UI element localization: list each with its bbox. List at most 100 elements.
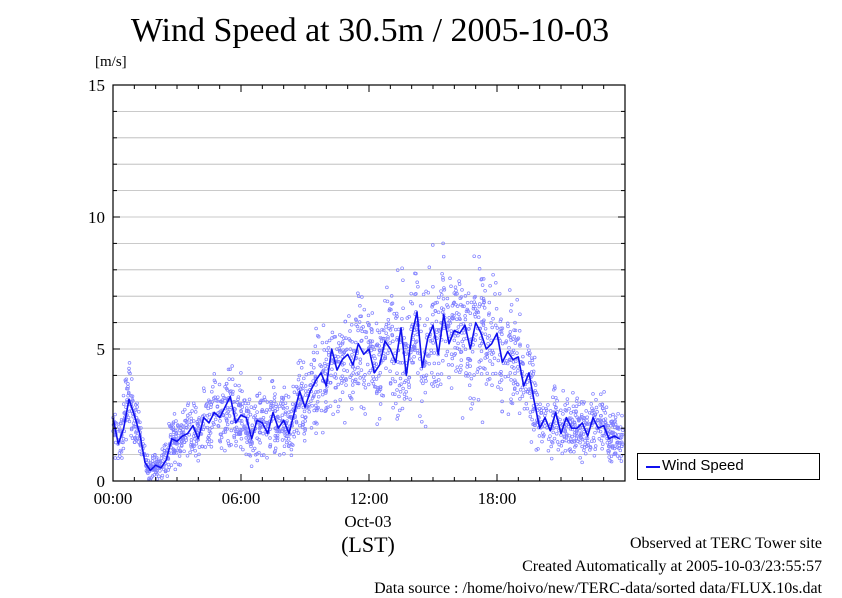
scatter-point	[561, 412, 565, 416]
scatter-point	[153, 453, 157, 457]
scatter-point	[570, 434, 574, 439]
scatter-point	[377, 349, 382, 353]
scatter-point	[363, 385, 368, 390]
scatter-point	[126, 393, 130, 398]
scatter-point	[421, 381, 425, 386]
scatter-point	[217, 382, 222, 387]
scatter-point	[126, 385, 130, 389]
scatter-point	[409, 291, 413, 296]
scatter-point	[183, 407, 187, 412]
scatter-point	[304, 389, 308, 393]
scatter-point	[362, 307, 367, 312]
scatter-point	[196, 458, 200, 463]
scatter-point	[480, 341, 484, 346]
scatter-point	[168, 424, 172, 428]
scatter-point	[593, 430, 597, 435]
scatter-point	[316, 406, 320, 410]
scatter-point	[452, 291, 457, 295]
scatter-point	[121, 446, 126, 451]
scatter-point	[212, 372, 217, 376]
scatter-point	[550, 440, 554, 444]
scatter-point	[337, 341, 341, 345]
scatter-point	[497, 291, 502, 296]
scatter-point	[286, 395, 291, 399]
scatter-point	[509, 378, 513, 382]
scatter-point	[362, 382, 366, 387]
scatter-point	[436, 310, 441, 315]
scatter-point	[509, 397, 513, 401]
scatter-point	[213, 417, 218, 422]
scatter-point	[494, 307, 499, 311]
scatter-point	[324, 400, 328, 404]
scatter-point	[491, 372, 495, 376]
scatter-point	[327, 338, 332, 343]
scatter-point	[130, 377, 134, 381]
scatter-point	[238, 401, 242, 406]
scatter-point	[457, 279, 461, 283]
scatter-point	[159, 456, 164, 460]
scatter-point	[498, 319, 503, 323]
scatter-point	[528, 410, 533, 414]
scatter-point	[200, 444, 204, 449]
scatter-point	[307, 403, 311, 407]
scatter-point	[186, 413, 190, 418]
scatter-point	[441, 278, 445, 282]
scatter-point	[189, 443, 193, 447]
scatter-point	[197, 416, 201, 420]
scatter-point	[532, 381, 537, 385]
scatter-point	[234, 439, 238, 444]
scatter-point	[479, 349, 484, 354]
scatter-point	[487, 300, 492, 305]
scatter-point	[460, 416, 465, 420]
scatter-point	[467, 327, 471, 331]
scatter-point	[477, 304, 481, 309]
scatter-point	[513, 386, 517, 391]
scatter-point	[138, 420, 142, 424]
scatter-point	[296, 361, 301, 365]
scatter-point	[447, 375, 451, 380]
scatter-point	[441, 254, 446, 259]
scatter-point	[578, 455, 582, 460]
scatter-point	[303, 415, 307, 420]
scatter-point	[408, 397, 412, 401]
scatter-point	[445, 296, 450, 301]
scatter-point	[490, 352, 494, 356]
scatter-point	[455, 311, 459, 315]
scatter-point	[182, 440, 187, 444]
scatter-point	[344, 376, 348, 381]
scatter-point	[477, 255, 481, 259]
scatter-point	[580, 437, 585, 442]
scatter-point	[330, 330, 335, 335]
scatter-point	[593, 444, 598, 448]
scatter-point	[429, 348, 433, 352]
scatter-point	[482, 300, 486, 305]
scatter-point	[437, 378, 441, 382]
scatter-point	[396, 413, 400, 418]
axes	[112, 84, 626, 482]
scatter-point	[548, 434, 552, 438]
scatter-point	[271, 385, 276, 390]
scatter-point	[302, 432, 306, 436]
scatter-point	[377, 374, 381, 378]
scatter-point	[358, 376, 362, 380]
scatter-point	[446, 321, 450, 325]
scatter-point	[321, 323, 326, 327]
scatter-point	[394, 401, 398, 406]
scatter-point	[462, 304, 466, 309]
scatter-point	[356, 291, 360, 296]
scatter-point	[300, 414, 305, 418]
scatter-point	[386, 336, 390, 341]
scatter-point	[160, 476, 164, 480]
scatter-point	[589, 402, 593, 406]
scatter-point	[223, 396, 228, 401]
scatter-point	[585, 415, 589, 420]
scatter-point	[145, 453, 150, 458]
scatter-point	[148, 464, 153, 468]
scatter-point	[459, 350, 463, 354]
scatter-point	[401, 386, 405, 391]
scatter-point	[355, 324, 360, 329]
scatter-point	[272, 396, 277, 400]
scatter-point	[431, 243, 435, 247]
scatter-point	[366, 382, 371, 387]
scatter-point	[410, 301, 415, 306]
